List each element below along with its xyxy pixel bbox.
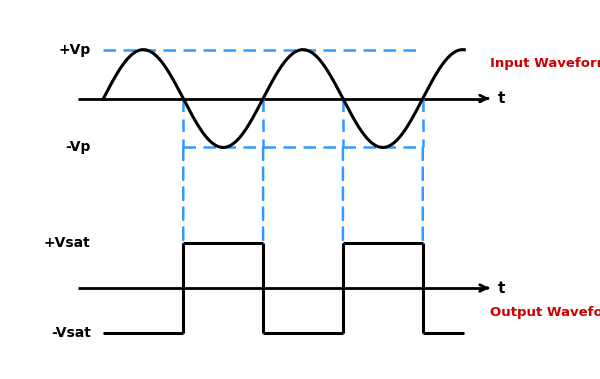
Text: -Vsat: -Vsat (51, 326, 91, 340)
Text: t: t (497, 91, 505, 106)
Text: +Vsat: +Vsat (44, 236, 91, 250)
Text: t: t (497, 280, 505, 296)
Text: +Vp: +Vp (58, 42, 91, 56)
Text: Input Waveform: Input Waveform (490, 57, 600, 70)
Text: -Vp: -Vp (65, 141, 91, 155)
Text: Output Waveform: Output Waveform (490, 306, 600, 319)
